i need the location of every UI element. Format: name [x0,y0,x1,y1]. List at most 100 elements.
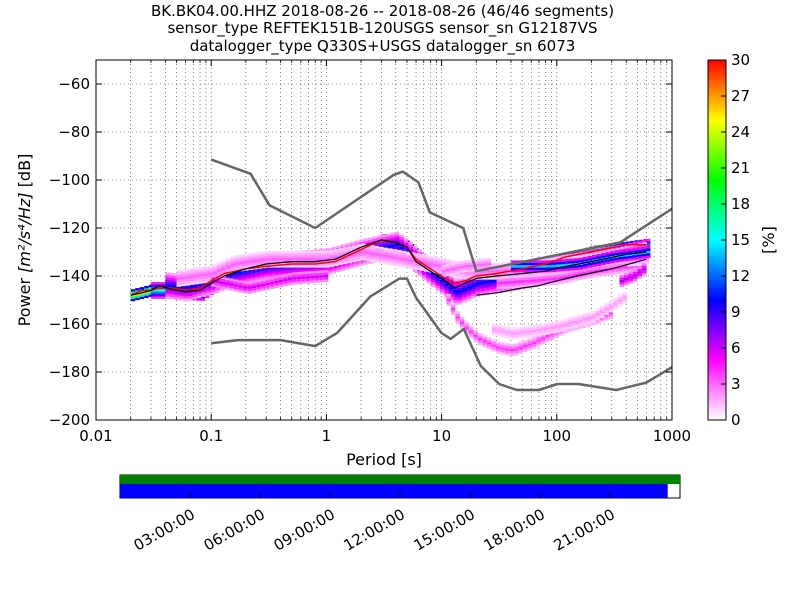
pdf-cell [569,268,574,271]
pdf-cell [576,326,582,330]
pdf-cell [569,258,574,261]
pdf-cell [556,264,561,267]
pdf-cell [586,275,592,279]
pdf-cell [185,271,190,274]
pdf-cell [278,284,284,288]
pdf-cell [486,344,492,347]
pdf-cell [155,291,160,294]
pdf-cell [181,271,186,275]
pdf-cell [482,272,487,275]
pdf-cell [568,279,574,282]
pdf-cell [257,252,262,255]
pdf-cell [455,321,460,324]
pdf-cell [421,277,427,280]
pdf-cell [450,312,456,315]
pdf-cell [235,262,240,265]
pdf-cell [282,271,287,274]
pdf-cell [500,330,506,333]
pdf-cell [504,345,510,349]
pdf-cell [577,317,582,320]
pdf-cell [618,263,623,267]
pdf-cell [237,278,242,281]
pdf-cell [244,261,249,264]
pdf-cell [320,258,325,261]
pdf-cell [460,272,465,275]
pdf-cell [435,276,440,279]
pdf-cell [567,252,572,256]
pdf-cell [185,268,190,272]
pdf-cell [617,297,623,300]
pdf-cell [316,250,321,254]
pdf-cell [248,265,253,268]
pdf-cell [259,271,265,274]
pdf-cell [601,260,606,263]
pdf-cell [284,265,289,268]
pdf-cell [190,270,195,273]
pdf-cell [559,274,565,277]
pdf-cell [352,257,357,260]
pdf-cell [406,266,411,269]
pdf-cell [291,270,296,273]
pdf-cell [609,270,614,273]
pdf-cell [230,258,235,261]
pdf-cell [569,265,574,269]
pdf-cell [613,297,618,301]
pdf-cell [439,289,445,292]
pdf-cell [277,273,283,277]
pdf-cell [165,282,170,285]
pdf-cell [401,258,406,261]
pdf-cell [302,258,307,261]
pdf-cell [453,292,458,296]
pdf-cell [572,255,577,259]
axes: 0.01 0.1 1 10 100 1000−200−180−160−140−120−10… [49,60,691,445]
pdf-cell [496,267,501,270]
pdf-cell [489,279,494,283]
pdf-cell [505,331,510,334]
pdf-cell [169,292,175,295]
pdf-cell [545,327,551,330]
pdf-cell [345,264,350,268]
pdf-cell [155,289,160,292]
pdf-cell [323,277,329,280]
pdf-cell [532,327,537,330]
pdf-cell [307,258,312,261]
pdf-cell [628,251,633,254]
pdf-cell [135,295,140,298]
pdf-cell [466,281,472,284]
pdf-cell [220,279,225,282]
pdf-cell [577,321,582,325]
pdf-cell [491,270,496,273]
pdf-cell [334,263,339,266]
pdf-cell [590,310,596,314]
pdf-cell [241,277,247,280]
pdf-cell [430,272,436,276]
pdf-cell [622,291,627,295]
pdf-cell [633,271,638,275]
pdf-cell [560,268,565,272]
pdf-cell [528,282,533,285]
pdf-cell [595,267,601,270]
timeline-blue-bar [120,484,668,498]
pdf-cell [329,259,334,263]
pdf-cell [528,279,533,283]
pdf-cell [365,251,370,254]
pdf-cell [491,339,496,342]
pdf-cell [151,296,156,299]
pdf-cell [277,271,283,274]
pdf-cell [307,265,312,268]
pdf-cell [453,280,458,284]
pdf-cell [496,334,501,337]
pdf-cell [241,275,247,278]
pdf-cell [468,326,474,329]
pdf-cell [450,305,456,308]
pdf-cell [487,277,492,280]
pdf-cell [298,253,303,256]
pdf-cell [394,231,400,235]
pdf-cell [334,258,339,262]
pdf-cell [489,282,494,285]
pdf-cell [514,285,520,288]
pdf-cell [381,234,386,237]
pdf-cell [644,258,649,261]
pdf-cell [309,269,314,272]
pdf-cell [641,239,646,243]
